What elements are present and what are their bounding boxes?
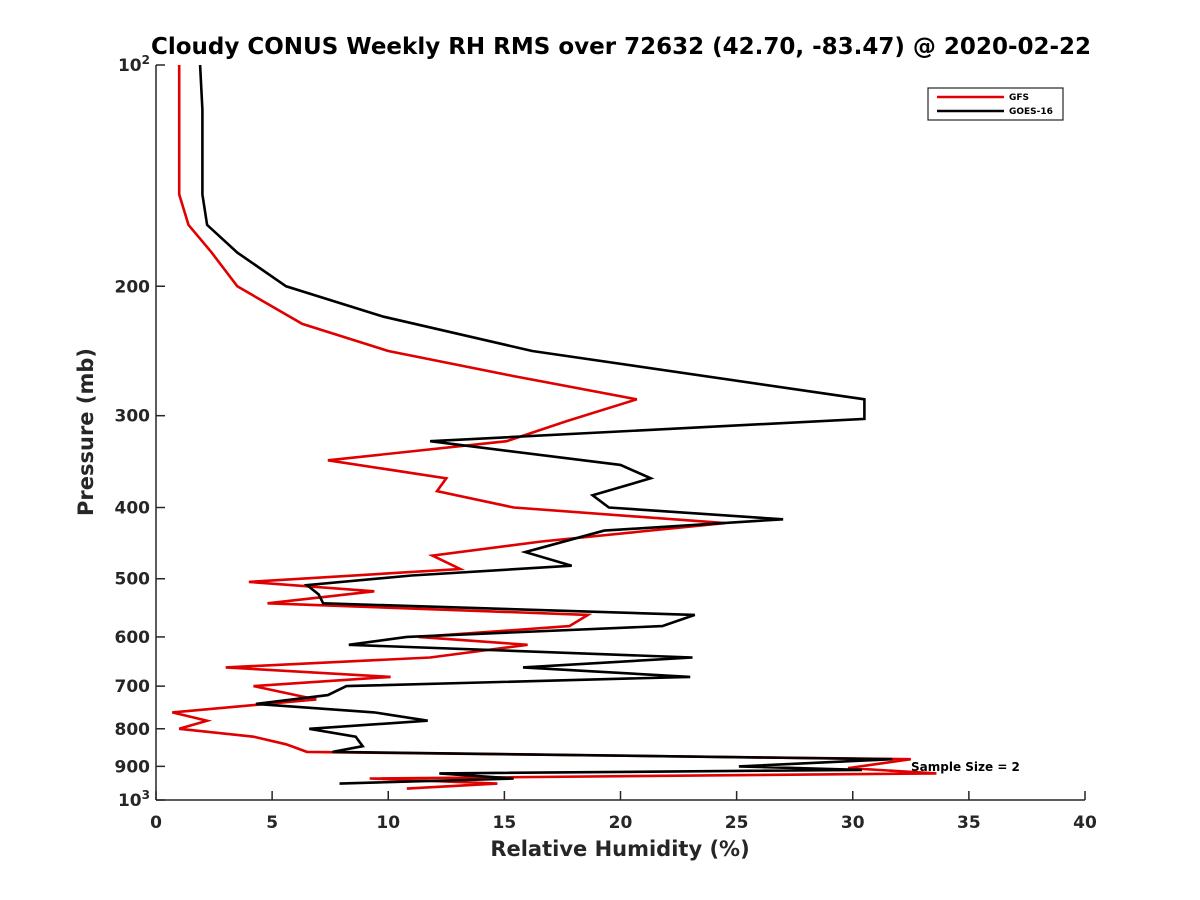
y-axis: 102 200 300 400 500 600 700 800 900 103 [115, 53, 165, 811]
x-tick-label: 20 [609, 813, 633, 833]
legend-label-goes16: GOES-16 [1009, 107, 1053, 117]
chart-title: Cloudy CONUS Weekly RH RMS over 72632 (4… [151, 34, 1091, 60]
x-tick-label: 0 [150, 813, 162, 833]
plot-area [171, 64, 937, 790]
legend-box [927, 87, 1064, 121]
x-tick-label: 10 [376, 813, 400, 833]
x-axis: 0 5 10 15 20 25 30 35 40 [150, 791, 1097, 833]
x-tick-label: 35 [957, 813, 981, 833]
y-tick-label: 400 [115, 499, 151, 519]
x-tick-label: 15 [493, 813, 517, 833]
y-tick-label: 500 [115, 570, 151, 590]
x-tick-label: 5 [266, 813, 278, 833]
y-tick-label: 800 [115, 720, 151, 740]
x-tick-label: 25 [725, 813, 749, 833]
y-tick-label: 600 [115, 628, 151, 648]
x-tick-label: 30 [841, 813, 865, 833]
sample-size-annotation: Sample Size = 2 [911, 760, 1020, 774]
y-tick-label: 700 [115, 677, 151, 697]
y-axis-label: Pressure (mb) [74, 348, 98, 516]
legend-label-gfs: GFS [1009, 93, 1029, 103]
legend[interactable]: GFS GOES-16 [927, 87, 1064, 121]
y-tick-label: 200 [115, 277, 151, 297]
y-tick-label: 300 [115, 407, 151, 427]
x-axis-label: Relative Humidity (%) [490, 837, 749, 861]
y-tick-label: 900 [115, 757, 151, 777]
x-tick-label: 40 [1073, 813, 1097, 833]
y-tick-label: 102 [118, 53, 150, 76]
y-tick-label: 103 [118, 788, 150, 811]
series-line-goes16 [198, 64, 893, 785]
